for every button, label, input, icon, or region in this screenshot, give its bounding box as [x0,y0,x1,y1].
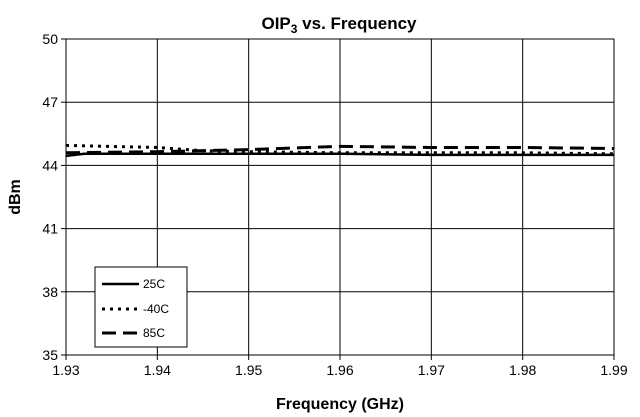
legend-label: -40C [143,302,169,316]
x-tick-label: 1.93 [52,362,79,378]
legend-box [94,266,188,348]
legend-label: 25C [143,277,165,291]
y-axis-title: dBm [7,179,24,215]
tick-labels: 1.93 1.94 1.95 1.96 1.97 1.98 1.99 35 38 41 44 47 50 [42,31,627,378]
y-tick-label: 50 [42,31,58,47]
x-tick-label: 1.99 [600,362,627,378]
y-tick-label: 38 [42,284,58,300]
x-tick-label: 1.96 [326,362,353,378]
legend-label: 85C [143,326,165,340]
series-lines [65,143,615,158]
x-tick-label: 1.98 [509,362,536,378]
y-tick-label: 41 [42,221,58,237]
x-tick-label: 1.94 [144,362,171,378]
tick-marks [61,38,615,360]
y-tick-label: 35 [42,347,58,363]
series-line-40C [65,143,615,156]
x-axis-title: Frequency (GHz) [276,396,404,413]
x-tick-label: 1.95 [235,362,262,378]
chart-title-subscript: 3 [291,22,298,36]
y-tick-label: 44 [42,157,58,173]
legend: 25C -40C 85C [94,266,188,348]
y-tick-label: 47 [42,94,58,110]
chart-title: OIP3 vs. Frequency [261,14,417,36]
x-tick-label: 1.97 [418,362,445,378]
series-line-85C [65,144,615,155]
